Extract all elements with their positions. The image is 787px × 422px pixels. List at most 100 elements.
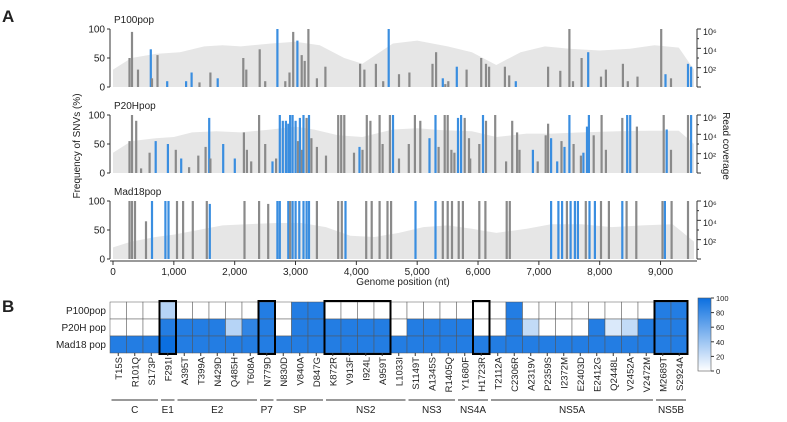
snv-bar: [359, 63, 362, 87]
heatmap-cell: [241, 318, 259, 337]
snv-bar: [258, 115, 261, 173]
snv-bar: [300, 149, 303, 173]
snv-bar: [576, 201, 579, 259]
snv-bar: [175, 201, 179, 259]
x-axis-label: Genome position (nt): [356, 277, 449, 288]
x-tick-label: 9,000: [648, 267, 673, 278]
snv-bar: [480, 58, 483, 87]
snv-bar: [271, 161, 274, 173]
x-tick-label: 2,000: [222, 267, 247, 278]
heatmap-cell: [538, 301, 556, 320]
y-tick-label: 0: [99, 255, 105, 266]
heatmap-cell: [126, 335, 144, 354]
snv-bar: [587, 115, 590, 173]
snv-bar: [435, 52, 438, 87]
snv-bar: [662, 115, 665, 173]
heatmap-cell: [291, 318, 309, 337]
mutation-label: M2689T: [658, 357, 669, 392]
snv-bar: [408, 72, 411, 87]
heatmap-cell: [274, 335, 292, 354]
snv-bar: [303, 60, 306, 87]
heatmap-cell: [670, 335, 688, 354]
heatmap-cell: [340, 318, 358, 337]
snv-bar: [166, 81, 169, 87]
mutation-label: Y1680F: [460, 357, 471, 390]
heatmap-cell: [324, 335, 342, 354]
snv-bar: [243, 201, 246, 259]
snv-bar: [307, 115, 311, 173]
heatmap-cell: [357, 335, 375, 354]
snv-bar: [216, 78, 219, 87]
snv-bar: [149, 49, 152, 87]
snv-bar: [208, 117, 211, 173]
mutation-label: N830D: [279, 357, 290, 387]
snv-bar: [505, 201, 508, 259]
heatmap-cell: [571, 301, 589, 320]
heatmap-cell: [522, 335, 540, 354]
snv-bar: [156, 55, 159, 87]
heatmap-cell: [340, 335, 358, 354]
snv-bar: [397, 74, 401, 87]
track-title: P100pop: [114, 15, 154, 26]
snv-bar: [599, 201, 603, 259]
snv-bar: [382, 81, 385, 87]
heatmap-cell: [571, 318, 589, 337]
snv-bar: [669, 78, 673, 87]
heatmap-row-label: Mad18 pop: [56, 340, 106, 351]
y-tick-label: 50: [94, 140, 106, 151]
y-tick-label: 100: [88, 197, 105, 208]
heatmap-cell: [126, 301, 144, 320]
snv-bar: [484, 120, 488, 173]
snv-bar: [133, 201, 137, 259]
snv-bar: [233, 158, 236, 173]
heatmap-cell: [258, 301, 276, 320]
heatmap-cell: [142, 335, 160, 354]
heatmap-cell: [489, 318, 507, 337]
y-tick-label: 50: [94, 226, 106, 237]
snv-bar: [291, 115, 294, 173]
heatmap-cell: [489, 301, 507, 320]
snv-bar: [278, 201, 281, 259]
heatmap-cell: [258, 335, 276, 354]
snv-bar: [294, 201, 297, 259]
region-label: E2: [211, 405, 224, 416]
snv-bar: [621, 201, 624, 259]
snv-bar: [291, 201, 294, 259]
x-tick-label: 8,000: [587, 267, 612, 278]
heatmap-row-label: P100pop: [66, 306, 106, 317]
snv-bar: [686, 201, 690, 259]
snv-bar: [514, 81, 517, 87]
heatmap-cell: [505, 335, 523, 354]
snv-bar: [275, 158, 278, 173]
snv-bar: [446, 115, 449, 173]
snv-bar: [559, 70, 562, 87]
snv-bar: [315, 201, 318, 259]
heatmap-cell: [159, 335, 177, 354]
snv-bar: [599, 76, 603, 87]
x-tick-label: 7,000: [526, 267, 551, 278]
snv-bar: [450, 149, 453, 173]
snv-bar: [166, 144, 169, 173]
snv-bar: [365, 201, 368, 259]
snv-bar: [665, 129, 668, 173]
snv-bar: [154, 141, 157, 173]
snv-bar: [407, 144, 410, 173]
snv-bar: [660, 29, 663, 87]
mutation-label: K872R: [328, 357, 339, 386]
heatmap-cell: [390, 318, 408, 337]
snv-bar: [434, 201, 437, 259]
snv-bar: [582, 152, 585, 173]
heatmap-cell: [637, 318, 655, 337]
x-tick-label: 4,000: [344, 267, 369, 278]
mutation-label: T2112A: [493, 356, 504, 389]
snv-bar: [144, 221, 148, 259]
heatmap-cell: [439, 335, 457, 354]
heatmap-cell: [175, 301, 193, 320]
heatmap-cell: [472, 301, 490, 320]
snv-bar: [150, 78, 154, 87]
snv-bar: [245, 69, 248, 87]
heatmap-cell: [159, 318, 177, 337]
snv-bar: [635, 201, 638, 259]
snv-bar: [363, 69, 366, 87]
snv-bar: [450, 201, 454, 259]
